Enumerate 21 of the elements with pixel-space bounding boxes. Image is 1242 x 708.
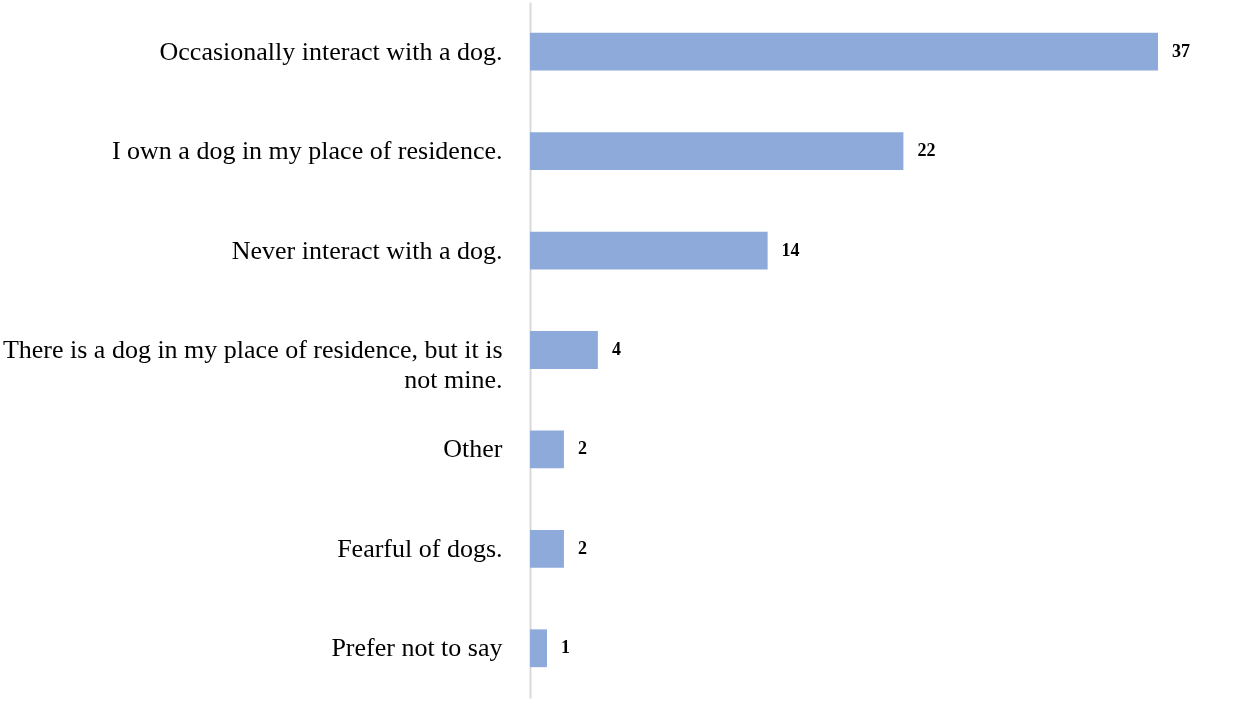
data-label: 22 [917,140,936,161]
bar [530,331,598,369]
y-tick-label: I own a dog in my place of residence. [111,136,503,166]
y-tick-label: Never interact with a dog. [231,235,503,265]
y-tick-label: There is a dog in my place of residence, but it is not mine. [2,335,503,394]
data-label: 2 [577,537,587,558]
data-label: 4 [611,339,621,359]
y-tick-label: Occasionally interact with a dog. [159,36,503,66]
bar [530,529,564,568]
data-label: 2 [577,438,587,459]
bar [530,231,768,270]
y-tick-label: Other [443,434,503,464]
data-label: 37 [1172,40,1190,61]
bar [530,629,547,668]
data-label: 14 [781,239,800,260]
y-tick-label: Prefer not to say [331,633,503,663]
bar [530,132,904,171]
bar [530,430,564,469]
bar [530,32,1158,71]
y-tick-label: Fearful of dogs. [337,533,503,563]
data-label: 1 [560,637,570,658]
